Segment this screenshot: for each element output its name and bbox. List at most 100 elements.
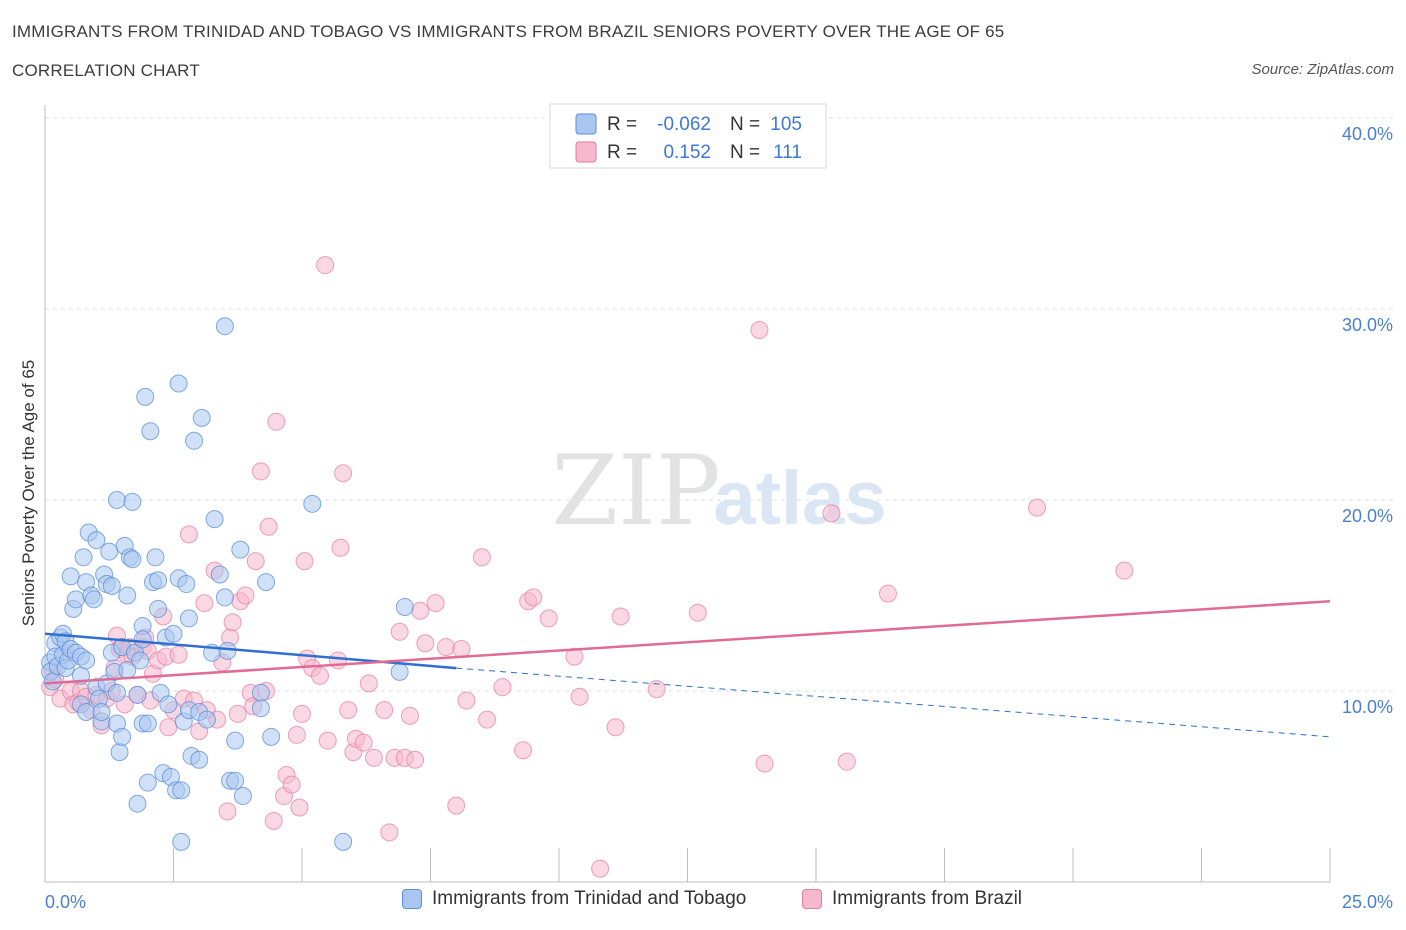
brazil-point	[406, 750, 425, 769]
brazil-point	[426, 594, 445, 613]
brazil-point	[223, 613, 242, 632]
trinidad-point	[66, 590, 85, 609]
trinidad-point	[177, 575, 196, 594]
y-axis-label: Seniors Poverty Over the Age of 65	[19, 360, 38, 626]
trinidad-point	[128, 794, 147, 813]
brazil-point	[447, 796, 466, 815]
trinidad-point	[251, 699, 270, 718]
brazil-point	[400, 706, 419, 725]
legend-r-label-2: R =	[607, 142, 637, 163]
legend-item-trinidad: Immigrants from Trinidad and Tobago	[402, 888, 746, 910]
y-tick-label: 20.0%	[1342, 506, 1393, 526]
axes	[44, 105, 1331, 883]
watermark: ZIP atlas	[551, 435, 886, 547]
trinidad-point	[138, 714, 157, 733]
trinidad-point	[146, 548, 165, 567]
x-tick-label: 0.0%	[45, 892, 86, 912]
trinidad-point	[138, 773, 157, 792]
trinidad-point	[107, 683, 126, 702]
brazil-point	[688, 603, 707, 622]
brazil-point	[282, 775, 301, 794]
trinidad-point	[102, 576, 121, 595]
trinidad-point	[61, 567, 80, 586]
trinidad-point	[159, 695, 178, 714]
trinidad-point	[131, 651, 150, 670]
brazil-point	[267, 412, 286, 431]
trinidad-point	[395, 597, 414, 616]
source-label: Source: ZipAtlas.com	[1251, 61, 1394, 78]
brazil-point	[647, 680, 666, 699]
legend-r-value-2: 0.152	[663, 142, 711, 163]
brazil-point	[390, 622, 409, 641]
trinidad-point	[84, 590, 103, 609]
trinidad-point	[141, 422, 160, 441]
watermark-zip: ZIP	[551, 435, 720, 547]
trinidad-point	[179, 609, 198, 628]
brazil-point	[364, 748, 383, 767]
brazil-point	[878, 584, 897, 603]
trinidad-point	[74, 548, 93, 567]
trinidad-point	[262, 727, 281, 746]
brazil-point	[287, 725, 306, 744]
trinidad-point	[197, 710, 216, 729]
brazil-point	[159, 718, 178, 737]
brazil-point	[611, 607, 630, 626]
brazil-point	[218, 802, 237, 821]
trinidad-point	[87, 531, 106, 550]
brazil-point	[179, 525, 198, 544]
brazil-point	[328, 651, 347, 670]
trinidad-point	[100, 542, 119, 561]
brazil-point	[524, 588, 543, 607]
trinidad-point	[303, 494, 322, 513]
brazil-point	[339, 701, 358, 720]
trinidad-point	[205, 510, 224, 529]
trinidad-point	[149, 599, 168, 618]
trinidad-point	[226, 731, 245, 750]
brazil-point	[290, 798, 309, 817]
brazil-point	[472, 548, 491, 567]
chart-subtitle: CORRELATION CHART	[12, 61, 200, 80]
trinidad-point	[164, 624, 183, 643]
legend-n-value-1: 105	[770, 114, 802, 135]
trinidad-point	[123, 492, 142, 511]
correlation-legend: R = -0.062 N = 105 R = 0.152 N = 111	[549, 103, 827, 169]
trinidad-point	[390, 662, 409, 681]
brazil-point	[565, 647, 584, 666]
brazil-point	[457, 691, 476, 710]
brazil-point	[380, 823, 399, 842]
brazil-point	[359, 674, 378, 693]
trinidad-point	[136, 387, 155, 406]
brazil-point	[411, 601, 430, 620]
brazil-point	[570, 687, 589, 706]
trinidad-point	[190, 750, 209, 769]
legend-n-label-1: N =	[730, 114, 760, 135]
trinidad-trend-extension	[456, 667, 1331, 738]
brazil-point	[436, 638, 455, 657]
brazil-point	[478, 710, 497, 729]
trinidad-point	[231, 540, 250, 559]
series-legend: Immigrants from Trinidad and Tobago Immi…	[0, 888, 1406, 916]
legend-n-value-2: 111	[773, 142, 802, 163]
trinidad-point	[210, 565, 229, 584]
brazil-point	[334, 464, 353, 483]
trinidad-point	[334, 832, 353, 851]
brazil-point	[293, 704, 311, 723]
series-trinidad-points	[41, 317, 414, 851]
legend-r-label-1: R =	[607, 114, 637, 135]
trinidad-point	[128, 685, 147, 704]
brazil-point	[1115, 561, 1134, 580]
brazil-point	[591, 859, 610, 878]
trinidad-point	[169, 374, 188, 393]
trinidad-point	[251, 683, 270, 702]
brazil-point	[251, 462, 270, 481]
trinidad-point	[77, 703, 96, 722]
brazil-point	[837, 752, 856, 771]
trinidad-point	[185, 431, 204, 450]
brazil-point	[606, 718, 625, 737]
brazil-point	[259, 517, 278, 536]
brazil-point	[750, 321, 769, 340]
legend-label-brazil: Immigrants from Brazil	[832, 888, 1023, 909]
brazil-point	[295, 552, 314, 571]
trinidad-point	[92, 703, 111, 722]
brazil-point	[1028, 498, 1047, 517]
